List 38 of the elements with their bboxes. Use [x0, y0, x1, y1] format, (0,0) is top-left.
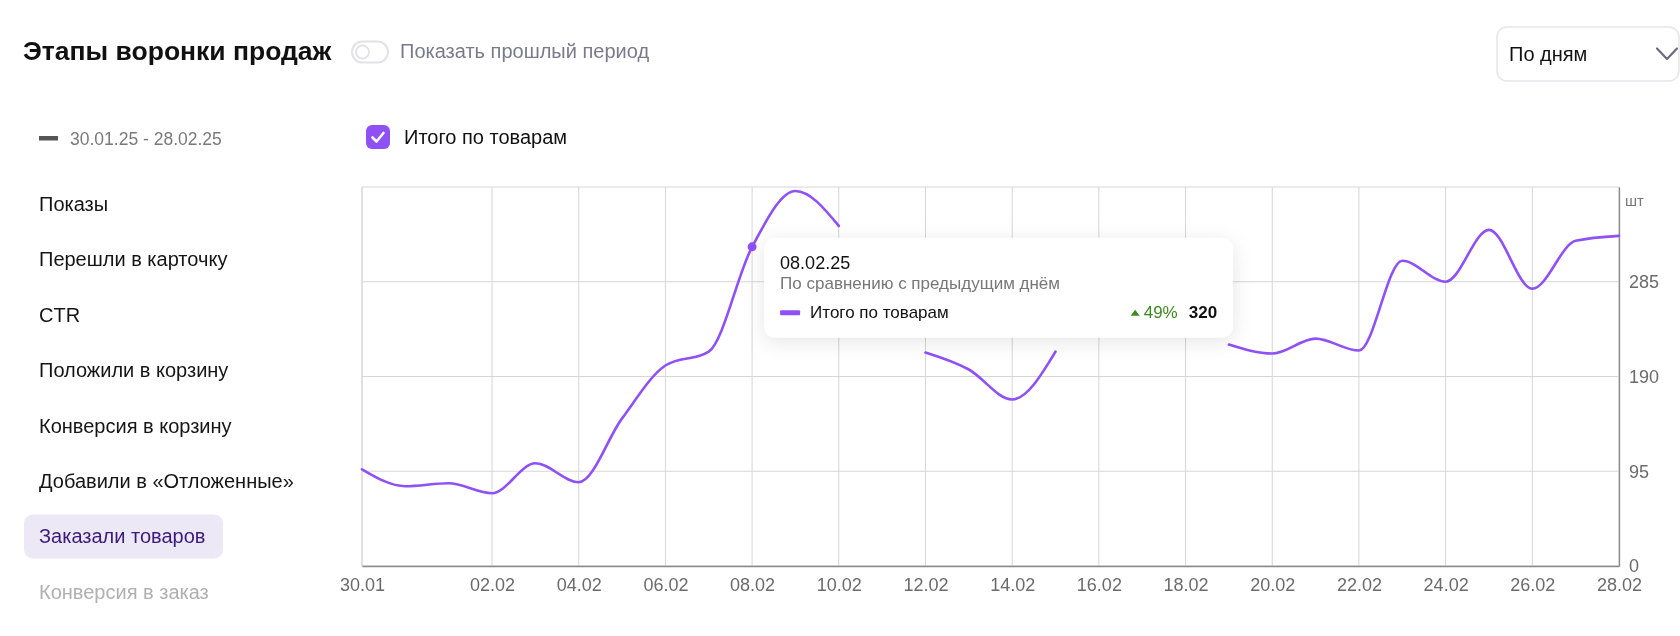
x-tick-label: 16.02 — [1076, 574, 1122, 595]
text: По дням — [1509, 43, 1588, 65]
x-tick-label: 26.02 — [1510, 574, 1556, 595]
y-tick-label: 285 — [1629, 272, 1660, 293]
x-tick-label: 12.02 — [903, 574, 949, 595]
text: Конверсия в заказ — [39, 580, 209, 603]
text: Положили в корзину — [39, 359, 229, 382]
text: Перешли в карточку — [39, 248, 228, 271]
text: Итого по товарам — [404, 126, 568, 148]
y-tick-label: 190 — [1629, 366, 1660, 387]
x-tick-label: 24.02 — [1423, 574, 1469, 595]
y-tick-label: 95 — [1629, 461, 1650, 482]
y-axis-title: шт — [1625, 191, 1645, 209]
x-tick-label: 04.02 — [556, 574, 602, 595]
text: Добавили в «Отложенные» — [39, 470, 294, 492]
x-tick-label: 22.02 — [1336, 574, 1382, 595]
text: CTR — [39, 303, 81, 326]
chart-title: Этапы воронки продаж — [23, 36, 333, 66]
x-tick-label: 10.02 — [816, 574, 862, 595]
annotation: По сравнению с предыдущим днём — [780, 274, 1061, 294]
x-tick-label: 02.02 — [470, 574, 516, 595]
x-tick-label: 06.02 — [643, 574, 689, 595]
annotation: 08.02.25 — [780, 252, 851, 273]
text: Показы — [39, 193, 109, 215]
text: Заказали товаров — [39, 525, 206, 548]
x-tick-label: 30.01 — [339, 574, 386, 595]
legend-label: Итого по товарам — [810, 303, 949, 323]
annotation: 320 — [1188, 303, 1218, 323]
x-tick-label: 14.02 — [990, 574, 1036, 595]
text: Показать прошлый период — [400, 40, 650, 62]
text: Конверсия в корзину — [39, 414, 232, 437]
x-tick-label: 28.02 — [1596, 574, 1643, 595]
text: 30.01.25 - 28.02.25 — [70, 128, 222, 149]
x-tick-label: 08.02 — [730, 574, 776, 595]
x-tick-label: 18.02 — [1163, 574, 1209, 595]
y-tick-label: 0 — [1629, 556, 1640, 577]
annotation: 49% — [1143, 303, 1178, 323]
x-tick-label: 20.02 — [1250, 574, 1296, 595]
